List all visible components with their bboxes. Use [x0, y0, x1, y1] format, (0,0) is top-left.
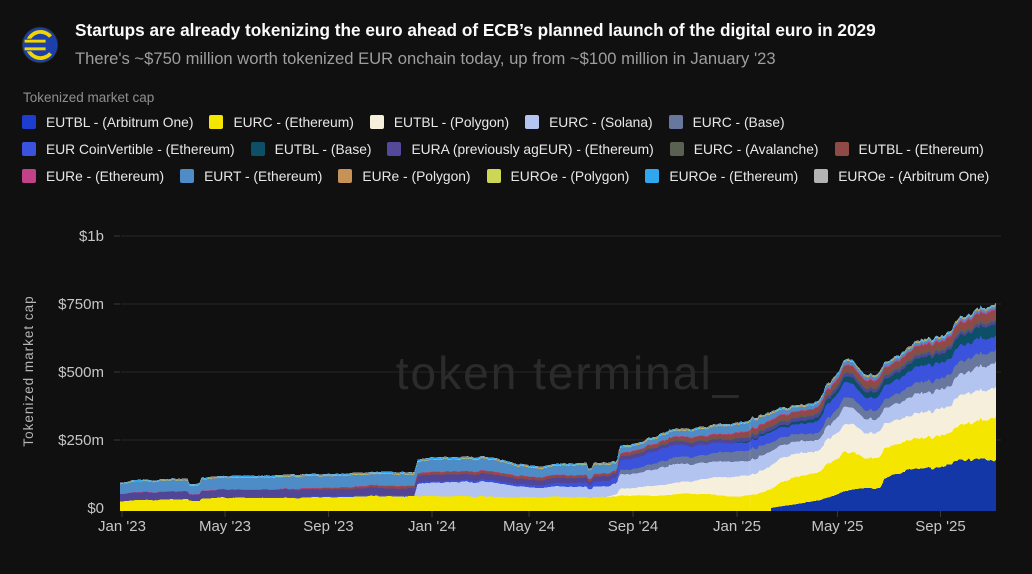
svg-text:May '25: May '25	[811, 518, 863, 535]
svg-text:Jan '25: Jan '25	[713, 518, 761, 535]
svg-text:$1b: $1b	[79, 228, 104, 245]
svg-text:$500m: $500m	[58, 364, 104, 381]
svg-text:May '24: May '24	[503, 518, 555, 535]
svg-text:token terminal_: token terminal_	[396, 347, 741, 399]
svg-text:Jan '23: Jan '23	[98, 518, 146, 535]
svg-text:Sep '23: Sep '23	[303, 518, 353, 535]
svg-text:$0: $0	[87, 500, 104, 517]
svg-text:Sep '24: Sep '24	[608, 518, 658, 535]
svg-text:Tokenized market cap: Tokenized market cap	[21, 295, 36, 446]
svg-text:May '23: May '23	[199, 518, 251, 535]
svg-text:Jan '24: Jan '24	[408, 518, 456, 535]
svg-text:$750m: $750m	[58, 296, 104, 313]
svg-text:$250m: $250m	[58, 432, 104, 449]
svg-text:Sep '25: Sep '25	[915, 518, 965, 535]
